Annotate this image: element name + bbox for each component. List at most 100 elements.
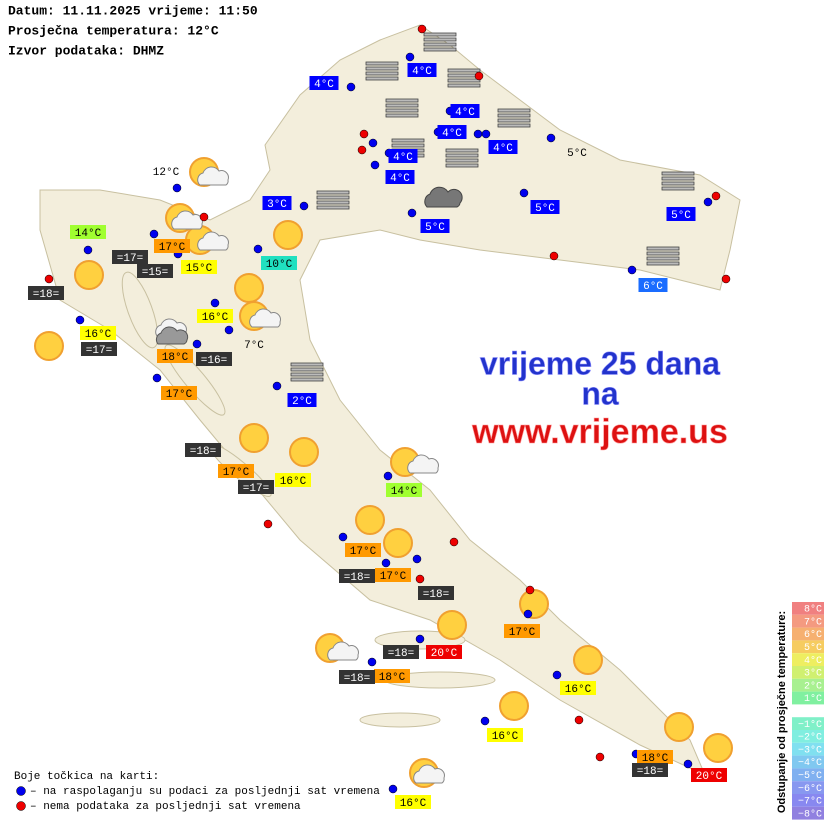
station-dot (381, 558, 391, 568)
fog-icon (385, 108, 419, 113)
temp-badge (161, 386, 197, 400)
dark-cloud-icon (424, 186, 463, 208)
fog-icon (445, 148, 479, 153)
scale-label: 3°C (804, 668, 822, 680)
station-dot (75, 315, 85, 325)
legend-dot (16, 801, 26, 811)
temp-label: 16°C (280, 476, 307, 488)
station-dot (357, 145, 367, 155)
scale-label: −1°C (798, 719, 822, 731)
temp-badge (437, 125, 467, 139)
temp-badge (375, 568, 411, 582)
fog-icon (290, 367, 324, 372)
temp-badge (218, 464, 254, 478)
fog-icon (661, 176, 695, 181)
fog-icon (447, 78, 481, 83)
temp-badge (157, 349, 193, 363)
cloud-icon (407, 454, 439, 474)
station-dot (224, 325, 234, 335)
station-dot (253, 244, 263, 254)
fog-icon (423, 47, 457, 52)
scale-cell (792, 781, 824, 794)
scale-label: 5°C (804, 642, 822, 654)
station-dot (299, 201, 309, 211)
fog-icon (646, 261, 680, 266)
station-dot (523, 609, 533, 619)
temp-badge (80, 326, 116, 340)
station-dot (152, 373, 162, 383)
station-dot (574, 715, 584, 725)
station-dot (367, 657, 377, 667)
fog-icon (445, 158, 479, 163)
fog-icon (385, 98, 419, 103)
station-dot (199, 212, 209, 222)
scale-cell (792, 806, 824, 820)
temp-label: =18= (637, 766, 663, 778)
station-dot (703, 197, 713, 207)
station-dot (519, 188, 529, 198)
header-line: Datum: 11.11.2025 vrijeme: 11:50 (8, 3, 258, 18)
station-dot (525, 585, 535, 595)
temp-badge (385, 170, 415, 184)
temp-badge (339, 670, 375, 684)
station-dot (210, 298, 220, 308)
temp-label: 18°C (642, 753, 669, 765)
temp-badge (487, 728, 523, 742)
sun-icon (703, 733, 733, 763)
temp-label: 7°C (244, 340, 264, 352)
fog-icon (316, 190, 350, 195)
sun-icon (573, 645, 603, 675)
station-dot (552, 670, 562, 680)
station-dot (683, 759, 693, 769)
fog-icon (385, 103, 419, 108)
temp-label: 5°C (671, 210, 691, 222)
temp-badge (81, 342, 117, 356)
temp-badge (137, 264, 173, 278)
temp-badge (383, 645, 419, 659)
temp-label: 10°C (266, 259, 293, 271)
station-dot (383, 471, 393, 481)
temp-label: 16°C (565, 684, 592, 696)
station-dot (415, 634, 425, 644)
temp-label: 15°C (186, 263, 213, 275)
temp-badge (70, 225, 106, 239)
station-dot (721, 274, 731, 284)
fog-icon (423, 32, 457, 37)
scale-label: 7°C (804, 616, 822, 628)
temp-label: =15= (142, 267, 168, 279)
temp-label: 6°C (643, 281, 663, 293)
sun-icon (273, 220, 303, 250)
station-dot (83, 245, 93, 255)
cloud-icon (171, 210, 203, 230)
fog-icon (385, 113, 419, 118)
temp-badge (287, 393, 317, 407)
temp-badge (345, 543, 381, 557)
temp-label: 4°C (390, 173, 410, 185)
fog-icon (646, 251, 680, 256)
fog-icon (316, 195, 350, 200)
station-dot (711, 191, 721, 201)
temp-badge (196, 352, 232, 366)
sun-icon (437, 610, 467, 640)
fog-icon (316, 200, 350, 205)
temp-label: 16°C (202, 312, 229, 324)
sun-icon (234, 273, 264, 303)
station-dot (412, 554, 422, 564)
scale-cell (792, 640, 824, 654)
fog-icon (365, 71, 399, 76)
temp-label: 17°C (159, 242, 186, 254)
temp-badge (388, 149, 418, 163)
station-dot (263, 519, 273, 529)
promo-line: www.vrijeme.us (471, 413, 728, 451)
sun-icon (664, 712, 694, 742)
sun-icon (355, 505, 385, 535)
legend-dot (16, 786, 26, 796)
land (39, 24, 741, 776)
fog-icon (290, 377, 324, 382)
temp-badge (426, 645, 462, 659)
sun-icon (74, 260, 104, 290)
scale-label: 8°C (804, 604, 822, 616)
temp-label: =18= (423, 589, 449, 601)
scale-label: −5°C (798, 770, 822, 782)
temp-badge (275, 473, 311, 487)
